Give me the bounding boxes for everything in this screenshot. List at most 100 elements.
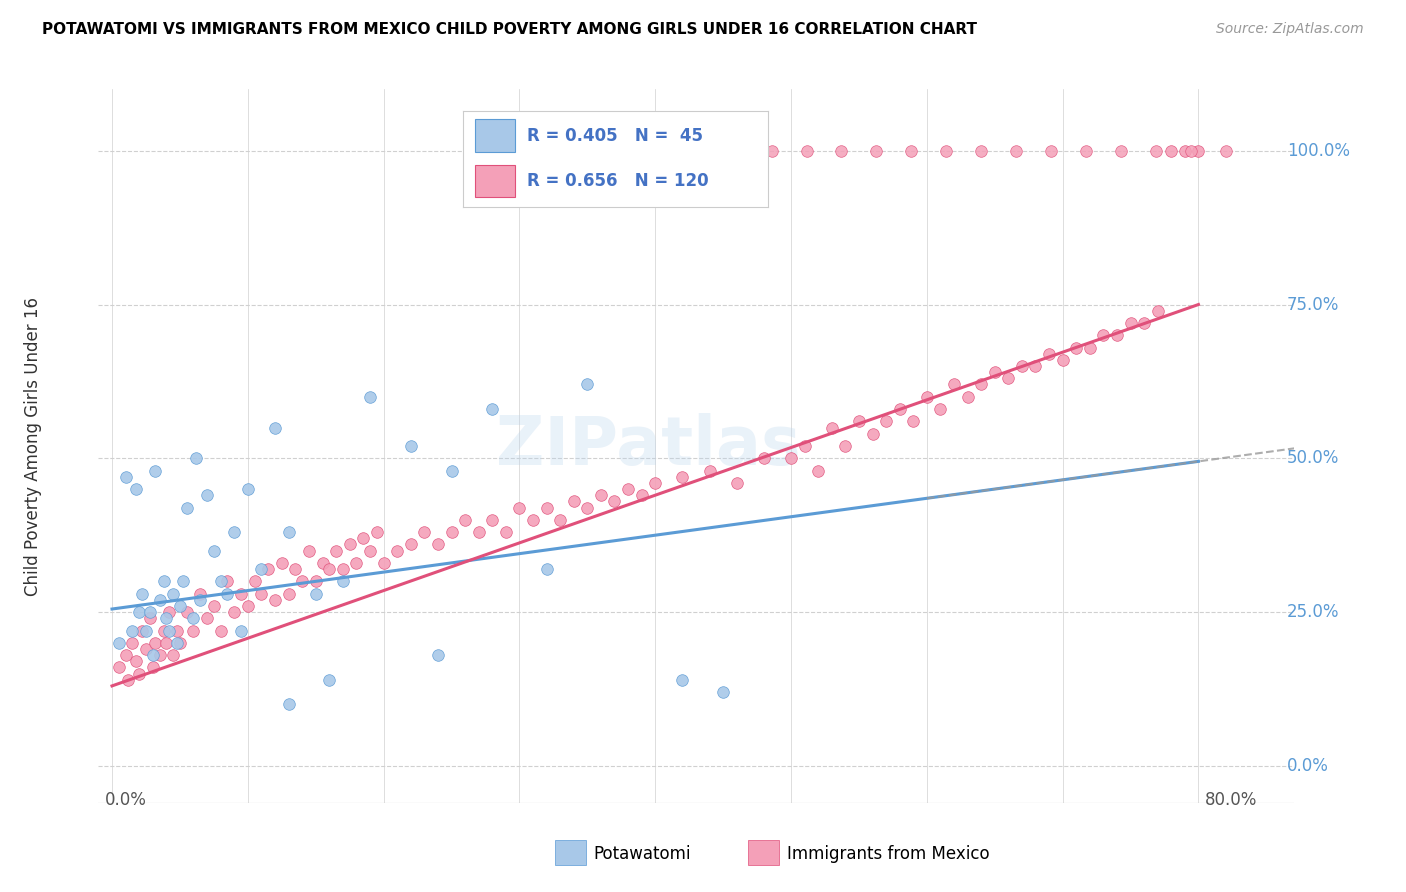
Point <box>793 439 815 453</box>
Point <box>157 624 180 638</box>
Point <box>752 451 775 466</box>
Point <box>807 464 830 478</box>
Point <box>243 574 266 589</box>
Point <box>725 475 748 490</box>
Point <box>145 636 167 650</box>
Point <box>796 144 818 158</box>
Point <box>865 144 887 158</box>
Point <box>481 513 503 527</box>
Point <box>148 592 170 607</box>
Point <box>644 475 666 490</box>
Point <box>183 624 205 638</box>
Point <box>589 488 612 502</box>
Point <box>114 648 136 662</box>
Point <box>229 587 252 601</box>
Point <box>366 525 388 540</box>
Point <box>359 390 381 404</box>
Point <box>1180 144 1202 158</box>
Point <box>1133 316 1156 330</box>
Point <box>107 660 129 674</box>
Point <box>671 469 693 483</box>
Point <box>1038 347 1060 361</box>
Point <box>1005 144 1028 158</box>
Point <box>152 624 174 638</box>
Point <box>956 390 979 404</box>
Point <box>128 605 150 619</box>
Point <box>188 587 211 601</box>
Point <box>984 365 1007 379</box>
Text: 0.0%: 0.0% <box>1286 757 1329 775</box>
Point <box>162 587 184 601</box>
Point <box>481 402 503 417</box>
Point <box>929 402 952 417</box>
Point <box>399 537 422 551</box>
Point <box>620 144 643 158</box>
Point <box>145 464 167 478</box>
Point <box>176 500 198 515</box>
Point <box>1092 328 1115 343</box>
Point <box>305 587 328 601</box>
Text: 25.0%: 25.0% <box>1286 603 1340 621</box>
Text: ZIPatlas: ZIPatlas <box>496 413 800 479</box>
Point <box>325 543 347 558</box>
Point <box>576 377 599 392</box>
Point <box>217 574 239 589</box>
Text: Potawatomi: Potawatomi <box>593 845 690 863</box>
Point <box>761 144 783 158</box>
Point <box>195 488 218 502</box>
Point <box>284 562 307 576</box>
Point <box>236 599 259 613</box>
Point <box>1011 359 1033 373</box>
Point <box>195 611 218 625</box>
Point <box>125 482 148 496</box>
Point <box>586 144 609 158</box>
Point <box>548 513 571 527</box>
Point <box>148 648 170 662</box>
Point <box>121 624 143 638</box>
Point <box>176 605 198 619</box>
Point <box>250 587 273 601</box>
Point <box>152 574 174 589</box>
Point <box>332 574 354 589</box>
Point <box>169 636 191 650</box>
Point <box>970 144 993 158</box>
Point <box>250 562 273 576</box>
Point <box>413 525 436 540</box>
Point <box>155 636 177 650</box>
Point <box>699 464 721 478</box>
Point <box>671 673 693 687</box>
Point <box>617 482 640 496</box>
Point <box>1064 341 1087 355</box>
Point <box>900 144 922 158</box>
Point <box>264 420 287 434</box>
Point <box>1174 144 1197 158</box>
Point <box>166 636 188 650</box>
Point <box>305 574 328 589</box>
Point <box>1052 352 1074 367</box>
Point <box>209 624 232 638</box>
Point <box>131 587 153 601</box>
Point <box>536 562 558 576</box>
Point <box>1024 359 1046 373</box>
Point <box>508 500 530 515</box>
Point <box>142 648 165 662</box>
Point <box>1187 144 1209 158</box>
Point <box>172 574 194 589</box>
Point <box>603 494 626 508</box>
Point <box>440 464 463 478</box>
Point <box>155 611 177 625</box>
Point <box>725 144 748 158</box>
Point <box>889 402 911 417</box>
Point <box>522 513 544 527</box>
Point <box>229 624 252 638</box>
Point <box>142 660 165 674</box>
Point <box>997 371 1019 385</box>
Point <box>481 144 503 158</box>
Point <box>426 537 449 551</box>
Point <box>162 648 184 662</box>
Point <box>217 587 239 601</box>
Point <box>359 543 381 558</box>
Point <box>690 144 713 158</box>
Point <box>311 556 333 570</box>
Point <box>277 587 299 601</box>
